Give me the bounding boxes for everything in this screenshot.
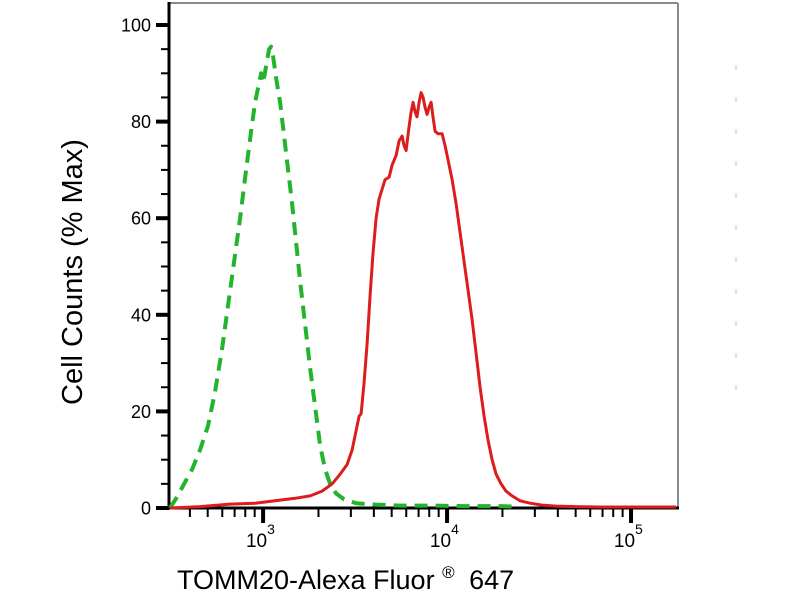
- registered-trademark-icon: ®: [442, 563, 455, 582]
- y-tick-label: 60: [131, 209, 151, 229]
- x-axis-label-suffix: 647: [469, 565, 514, 595]
- y-axis-tick-labels: 0 20 40 60 80 100: [121, 16, 151, 519]
- x-tick-label-base: 10: [614, 531, 635, 552]
- y-tick-label: 20: [131, 402, 151, 422]
- series-path-green-dashed-histogram: [168, 44, 518, 510]
- y-axis-ticks: [156, 23, 169, 510]
- x-tick-label-exponent: 5: [635, 521, 643, 537]
- x-axis-label: TOMM20-Alexa Fluor ® 647: [177, 554, 514, 595]
- y-axis-label: Cell Counts (% Max): [57, 139, 89, 405]
- x-tick-label-base: 10: [246, 531, 267, 552]
- series-path-red-solid-histogram: [169, 91, 676, 510]
- x-tick-label-exponent: 3: [267, 521, 275, 537]
- histogram-curves: [168, 44, 676, 510]
- y-tick-label: 80: [131, 112, 151, 132]
- x-tick-label-exponent: 4: [451, 521, 459, 537]
- x-axis-ticks: [188, 509, 634, 523]
- x-axis-label-main: TOMM20-Alexa Fluor: [177, 565, 435, 595]
- y-tick-label: 100: [121, 16, 151, 36]
- plot-frame: [167, 2, 679, 510]
- y-tick-label: 40: [131, 305, 151, 325]
- y-tick-label: 0: [141, 499, 151, 519]
- x-tick-label-base: 10: [430, 531, 451, 552]
